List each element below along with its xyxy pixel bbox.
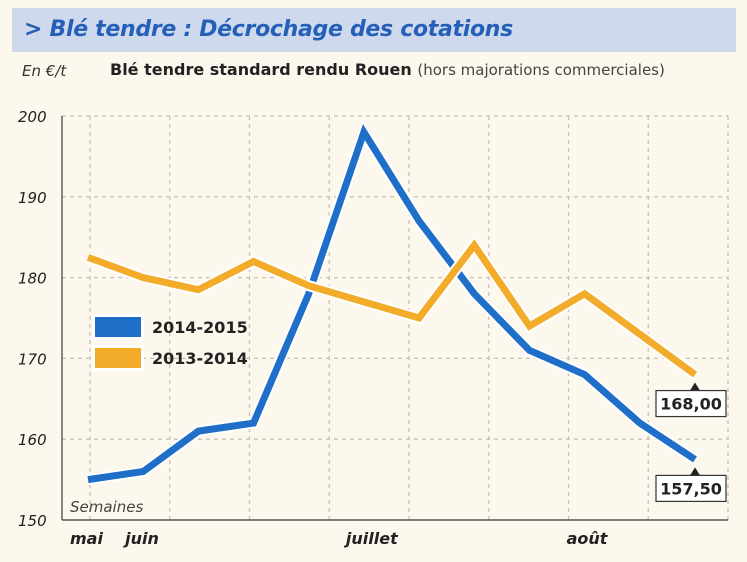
series-line bbox=[87, 124, 697, 484]
callout-box bbox=[655, 474, 727, 502]
y-axis-unit: En €/t bbox=[22, 62, 67, 80]
x-month-label: juin bbox=[122, 529, 159, 548]
y-tick-label: 160 bbox=[18, 431, 47, 449]
legend-swatch bbox=[95, 317, 141, 337]
legend-swatch bbox=[95, 348, 141, 368]
callout-label: 157,50 bbox=[660, 479, 722, 498]
y-tick-label: 170 bbox=[18, 350, 47, 368]
chart-title: Blé tendre standard rendu Rouen bbox=[110, 60, 412, 79]
x-month-label: août bbox=[567, 529, 609, 548]
y-tick-label: 190 bbox=[18, 189, 47, 207]
callout-label: 168,00 bbox=[660, 395, 722, 414]
y-tick-label: 150 bbox=[18, 512, 47, 530]
series-line bbox=[86, 239, 698, 378]
y-tick-label: 180 bbox=[18, 270, 47, 288]
x-month-label: juillet bbox=[343, 529, 399, 548]
chart-title-line: Blé tendre standard rendu Rouen (hors ma… bbox=[110, 60, 665, 79]
x-axis-label: Semaines bbox=[70, 498, 143, 516]
callout-box bbox=[655, 389, 727, 418]
callout-pointer bbox=[690, 467, 700, 476]
legend-label: 2013-2014 bbox=[152, 349, 248, 368]
header-banner: > Blé tendre : Décrochage des cotations bbox=[12, 8, 736, 52]
chart-subtitle: (hors majorations commerciales) bbox=[417, 61, 665, 79]
x-month-label: mai bbox=[70, 529, 103, 548]
header-title: > Blé tendre : Décrochage des cotations bbox=[24, 17, 513, 42]
y-tick-label: 200 bbox=[18, 108, 47, 126]
callout-pointer bbox=[690, 382, 700, 391]
legend-label: 2014-2015 bbox=[152, 318, 248, 337]
